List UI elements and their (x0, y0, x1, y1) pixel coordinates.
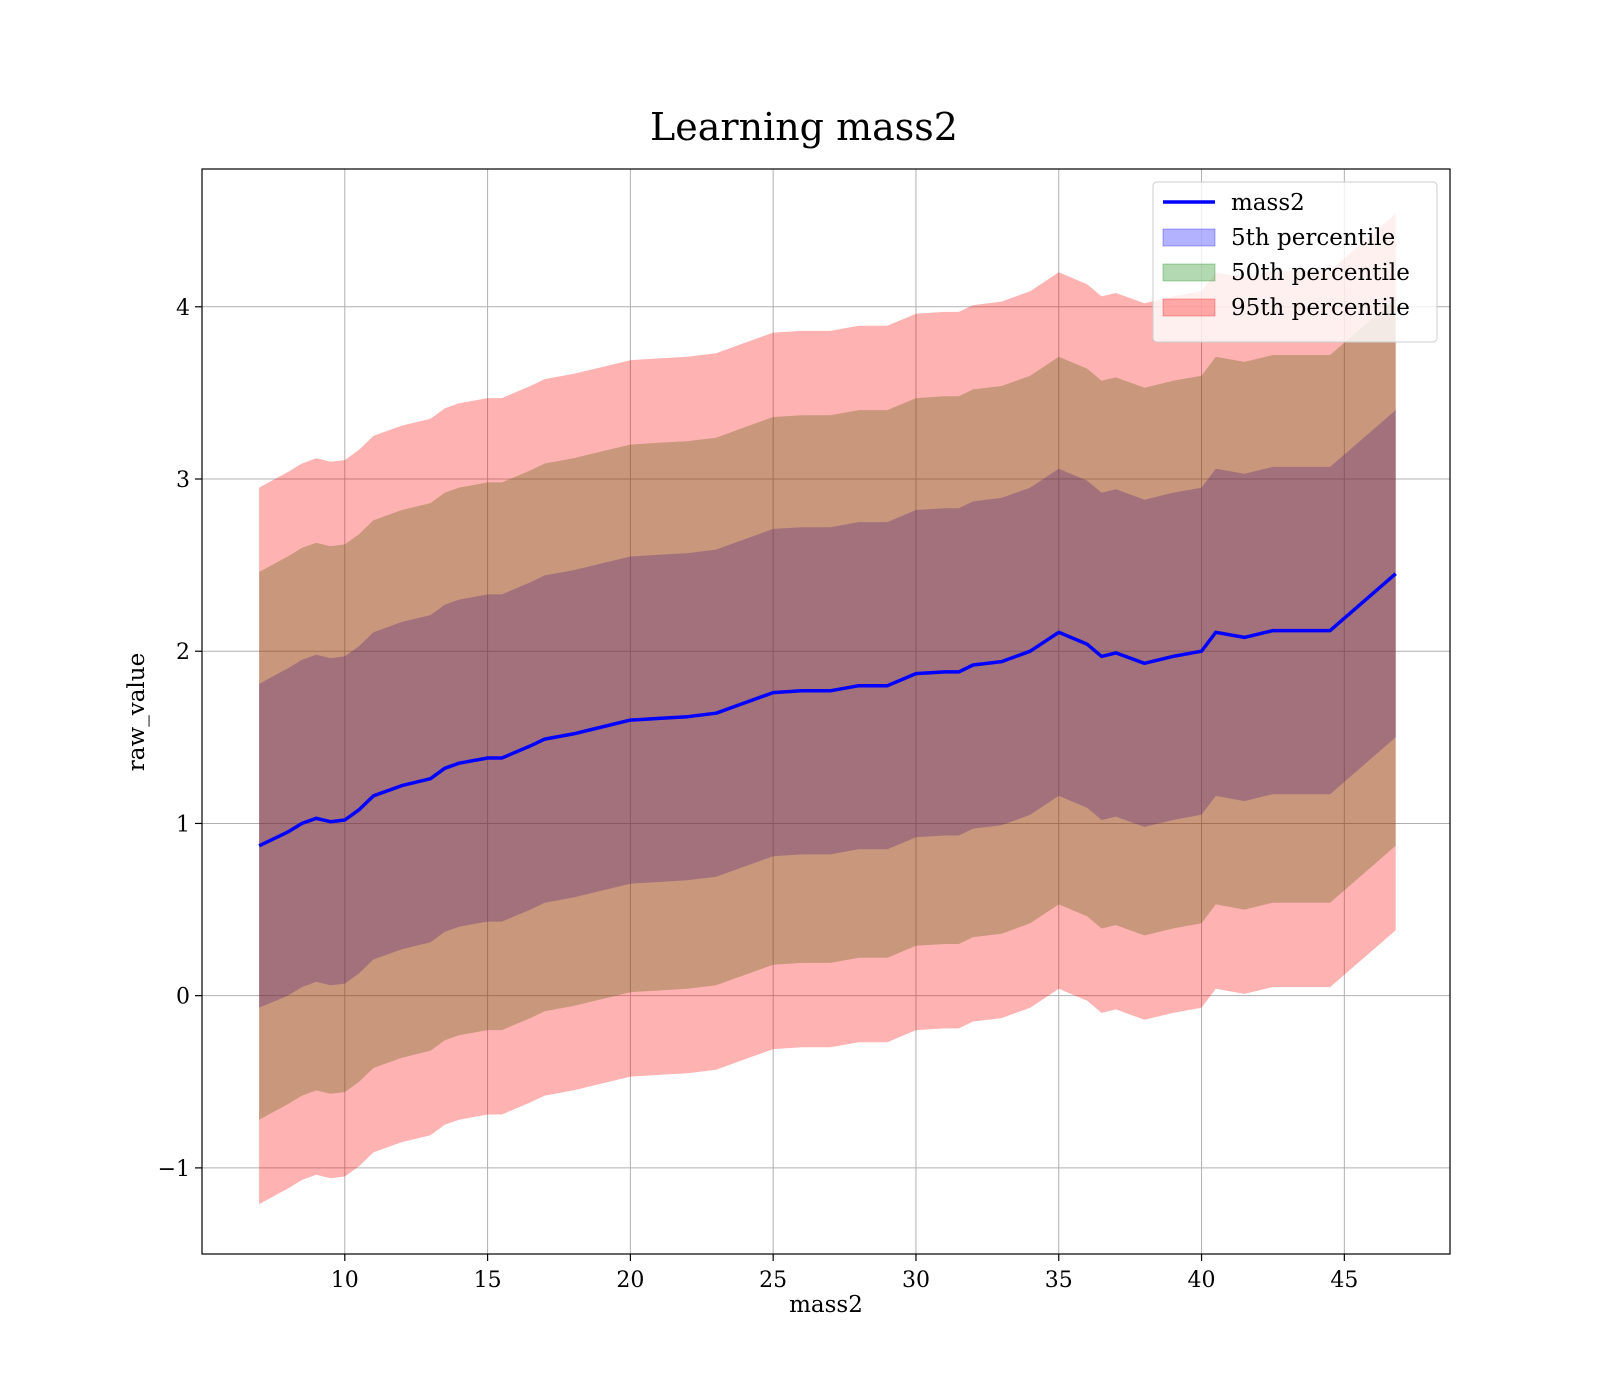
x-tick-label: 10 (331, 1268, 359, 1293)
x-tick-label: 30 (902, 1268, 930, 1293)
legend-label-95th-percentile: 95th percentile (1231, 295, 1410, 321)
x-tick-label: 15 (474, 1268, 502, 1293)
x-axis-label: mass2 (789, 1292, 863, 1318)
plot-frame (201, 168, 1451, 1255)
legend-swatch-50th-percentile (1162, 263, 1216, 282)
ticks: 10 15 20 25 30 35 40 45 −1 0 1 2 3 4 (158, 296, 1359, 1293)
y-tick-label: 4 (176, 296, 190, 321)
y-axis-label: raw_value (124, 653, 150, 771)
series-line-mass2 (258, 572, 1397, 848)
chart-title: Learning mass2 (650, 105, 958, 149)
legend-label-50th-percentile: 50th percentile (1231, 260, 1410, 286)
legend-swatch-5th-percentile (1162, 228, 1216, 247)
y-tick-label: 0 (176, 985, 190, 1010)
y-tick-label: 1 (176, 812, 190, 837)
plot-area (202, 169, 1450, 1254)
band-95th-percentile (259, 213, 1396, 1205)
x-tick-label: 20 (616, 1268, 644, 1293)
y-tick-label: 2 (176, 640, 190, 665)
x-tick-label: 45 (1330, 1268, 1358, 1293)
legend-label-5th-percentile: 5th percentile (1231, 225, 1395, 251)
legend-swatch-95th-percentile (1162, 298, 1216, 317)
legend-box (1152, 181, 1438, 343)
x-tick-label: 40 (1188, 1268, 1216, 1293)
band-5th-percentile (259, 410, 1396, 1008)
y-tick-label: −1 (158, 1157, 190, 1182)
y-tick-label: 3 (176, 468, 190, 493)
bands (259, 213, 1396, 1205)
band-50th-percentile (259, 298, 1396, 1120)
lines (258, 572, 1397, 848)
legend-label-mass2: mass2 (1231, 190, 1305, 216)
x-tick-label: 25 (759, 1268, 787, 1293)
legend: mass2 5th percentile 50th percentile 95th p… (1152, 181, 1438, 343)
grid (202, 169, 1450, 1254)
x-tick-label: 35 (1045, 1268, 1073, 1293)
